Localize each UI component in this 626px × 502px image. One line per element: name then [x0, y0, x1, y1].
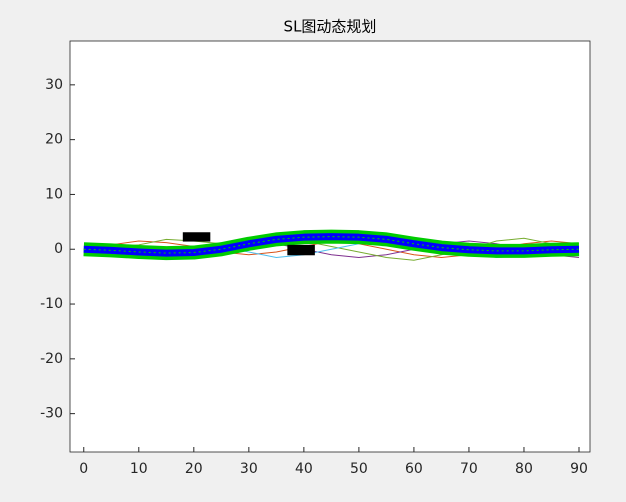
chart-title: SL图动态规划: [284, 18, 377, 36]
x-tick-label: 90: [570, 461, 588, 477]
obstacle: [182, 232, 211, 242]
sample-line: [83, 237, 580, 261]
axes-box: [69, 40, 591, 453]
path-line: [83, 233, 580, 257]
y-tick-label: 0: [54, 241, 63, 257]
x-tick-label: 60: [405, 461, 423, 477]
y-tick-label: 30: [45, 77, 63, 93]
x-tick-label: 50: [350, 461, 368, 477]
x-tick-label: 80: [515, 461, 533, 477]
x-tick-label: 30: [240, 461, 258, 477]
y-tick-label: -20: [40, 351, 63, 367]
y-tick-label: -10: [40, 296, 63, 312]
y-tick-label: 20: [45, 132, 63, 148]
y-tick-label: 10: [45, 186, 63, 202]
x-tick-label: 70: [460, 461, 478, 477]
obstacle: [287, 244, 315, 256]
x-tick-label: 10: [130, 461, 148, 477]
y-tick-label: -30: [40, 406, 63, 422]
x-tick-label: 40: [295, 461, 313, 477]
x-tick-label: 20: [185, 461, 203, 477]
x-tick-label: 0: [79, 461, 88, 477]
